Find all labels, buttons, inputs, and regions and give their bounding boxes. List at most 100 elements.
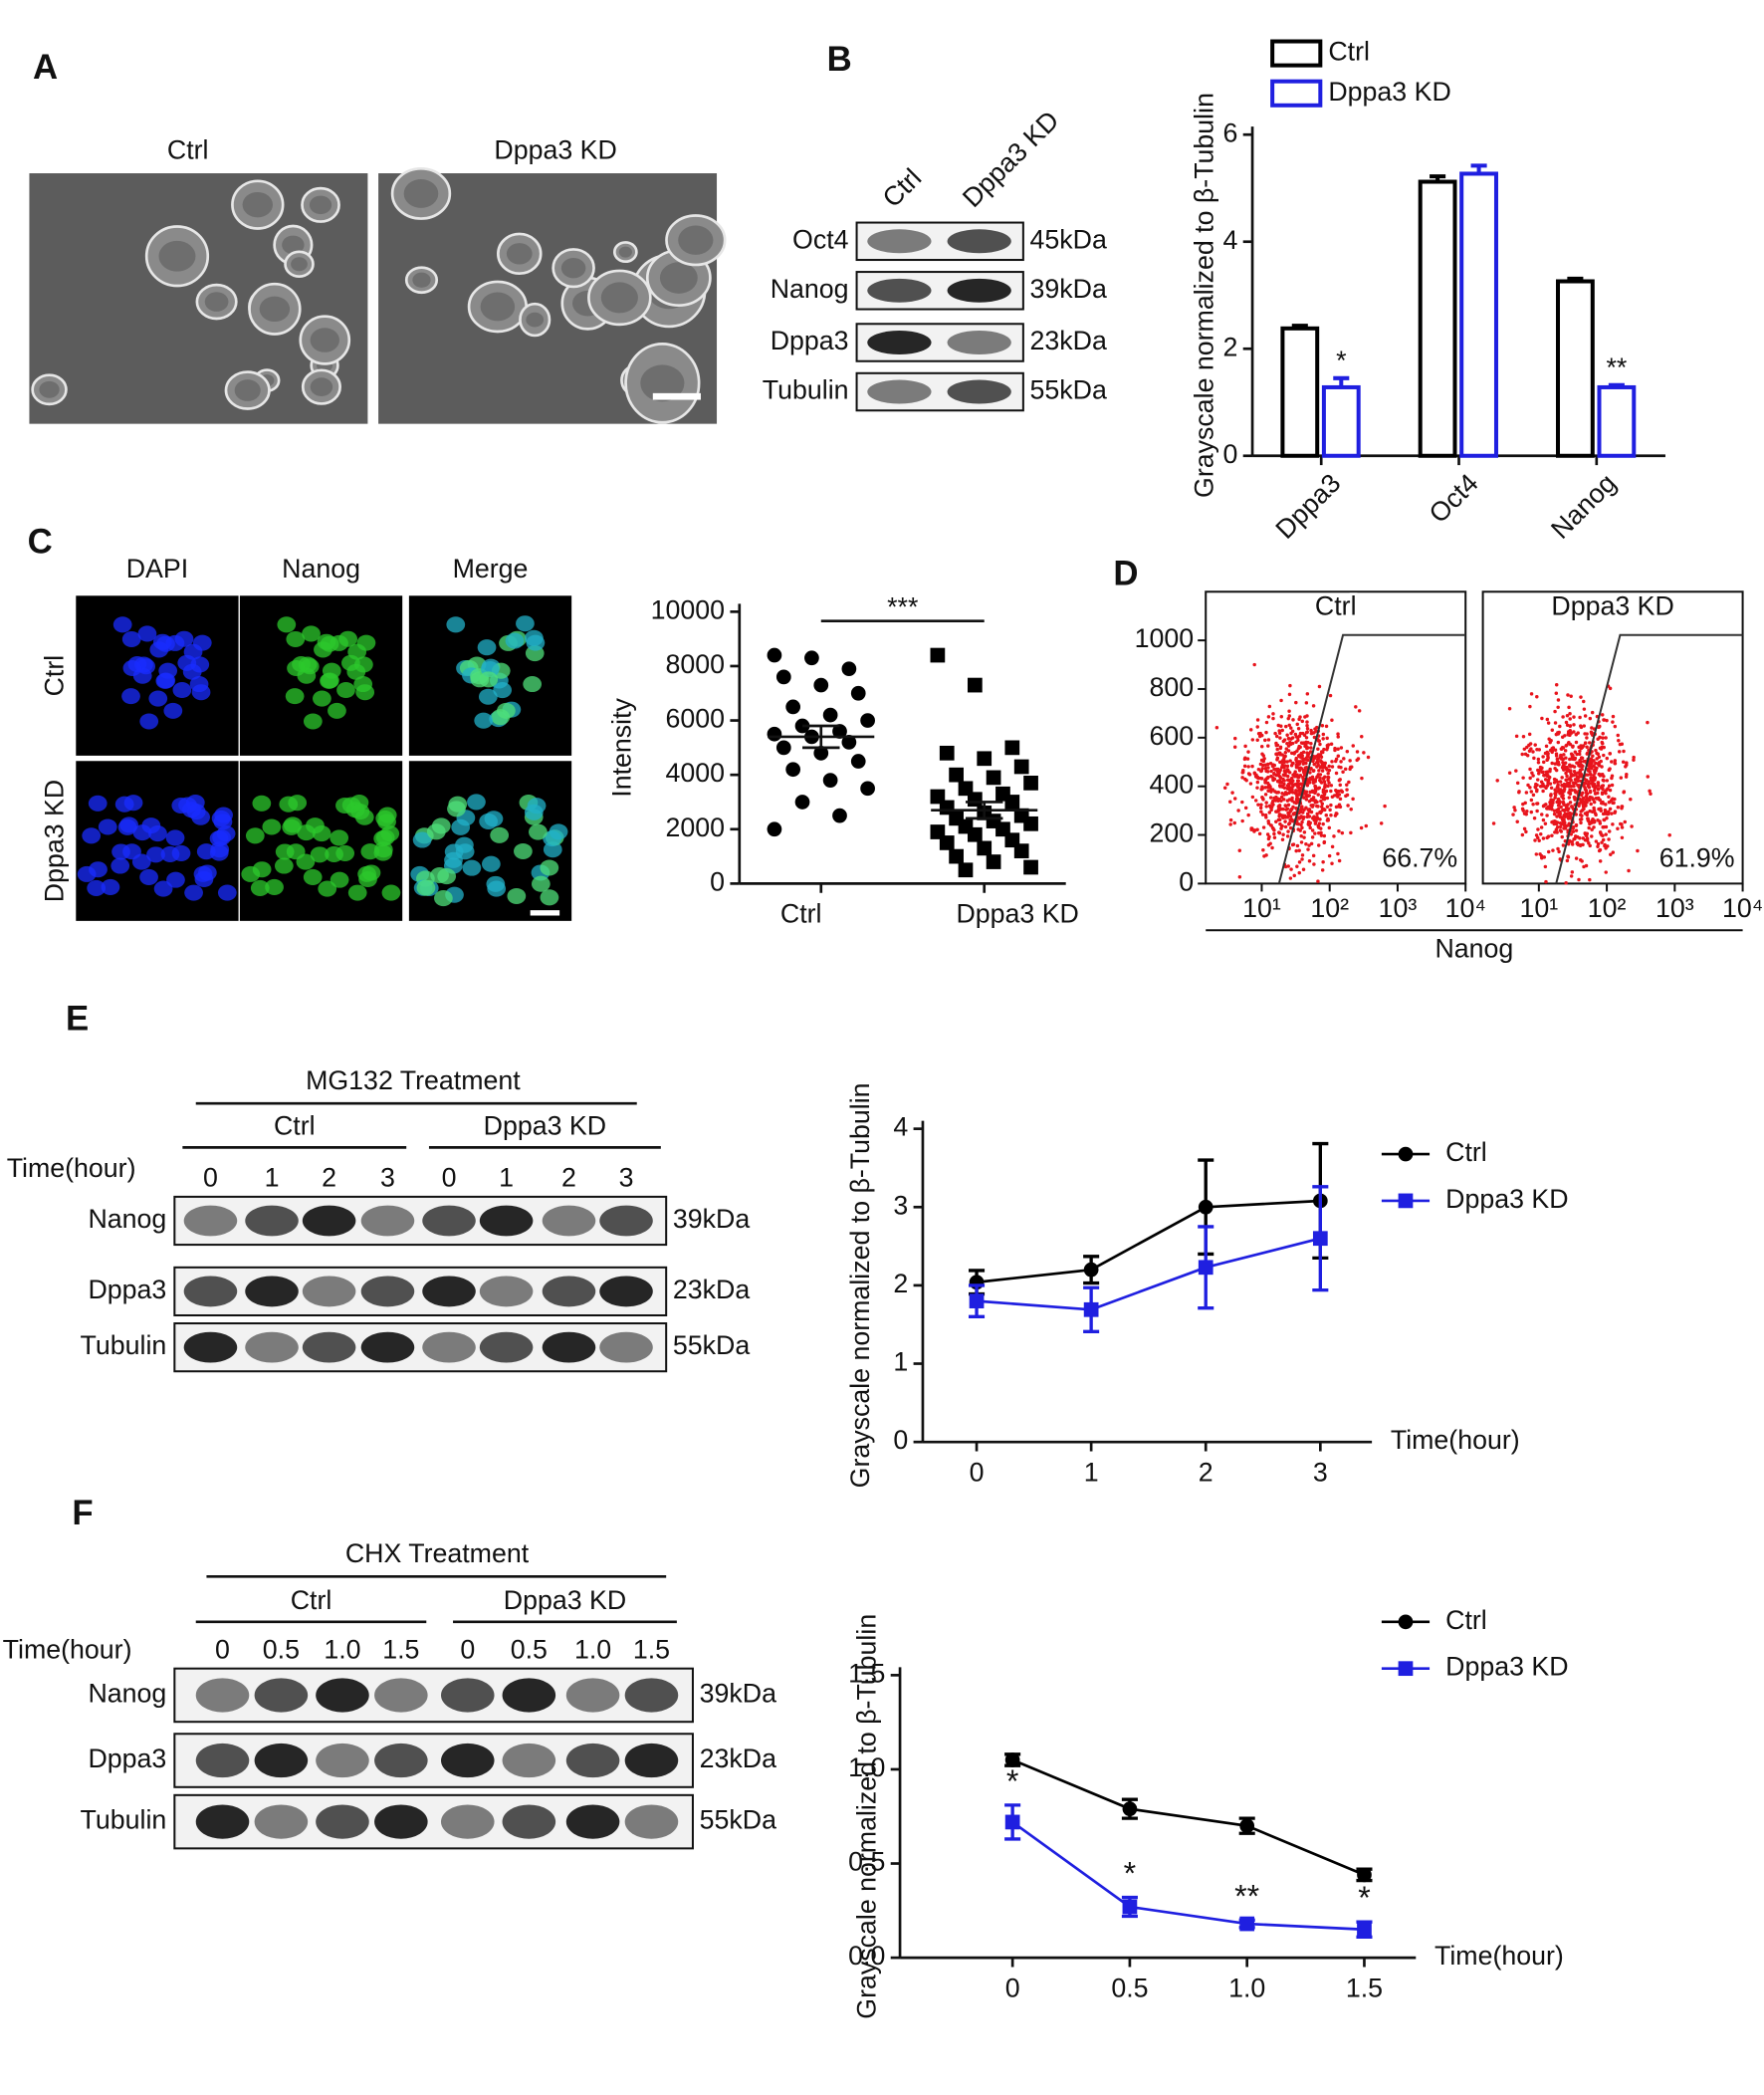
event-dot xyxy=(1317,684,1322,689)
event-dot xyxy=(1557,849,1561,854)
event-dot xyxy=(1237,874,1242,879)
event-dot xyxy=(1300,719,1305,724)
band xyxy=(245,1205,299,1237)
event-dot xyxy=(1274,734,1279,739)
event-dot xyxy=(1560,817,1565,822)
event-dot xyxy=(1294,821,1299,826)
event-dot xyxy=(1248,782,1253,786)
nucleus xyxy=(474,712,494,729)
colony-core xyxy=(618,246,632,258)
event-dot xyxy=(1525,753,1530,758)
event-dot xyxy=(1266,715,1271,719)
event-dot xyxy=(1301,815,1306,819)
event-dot xyxy=(1594,839,1599,843)
event-dot xyxy=(1269,805,1274,810)
event-dot xyxy=(1596,841,1601,846)
marker xyxy=(1023,775,1038,791)
band xyxy=(254,1678,309,1713)
nucleus xyxy=(338,630,357,647)
marker xyxy=(1122,1801,1138,1817)
event-dot xyxy=(1584,789,1589,793)
event-dot xyxy=(1588,795,1593,800)
event-dot xyxy=(1286,716,1291,721)
y-axis-label: Grayscale normalized to β-Tubulin xyxy=(845,1082,875,1488)
event-dot xyxy=(1255,827,1259,831)
band xyxy=(316,1804,369,1839)
event-dot xyxy=(1302,830,1307,834)
event-dot xyxy=(1540,716,1544,721)
event-dot xyxy=(1288,815,1293,818)
event-dot xyxy=(1325,796,1330,801)
lane-label: 1 xyxy=(499,1163,514,1193)
event-dot xyxy=(1582,724,1586,728)
event-dot xyxy=(1607,837,1611,841)
event-dot xyxy=(1573,778,1578,782)
event-dot xyxy=(1274,819,1278,823)
nucleus xyxy=(172,681,192,699)
event-dot xyxy=(1285,742,1289,746)
event-dot xyxy=(1264,801,1268,805)
marker xyxy=(1004,740,1020,756)
nucleus xyxy=(373,844,393,861)
event-dot xyxy=(1228,800,1232,804)
event-dot xyxy=(1267,783,1271,787)
event-dot xyxy=(1545,771,1549,775)
event-dot xyxy=(1283,864,1288,869)
y-axis-label: Grayscale normalized to β-Tubulin xyxy=(1189,93,1218,498)
event-dot xyxy=(1243,777,1247,782)
colony-core xyxy=(282,235,305,255)
event-dot xyxy=(1308,825,1312,830)
nucleus xyxy=(87,879,107,896)
event-dot xyxy=(1326,784,1330,789)
event-dot xyxy=(1333,748,1337,753)
event-dot xyxy=(1592,775,1596,780)
event-dot xyxy=(1601,812,1606,816)
event-dot xyxy=(1297,793,1301,797)
colony-core xyxy=(310,328,339,352)
event-dot xyxy=(1541,782,1545,787)
event-dot xyxy=(1582,699,1586,704)
lane-label: 0.5 xyxy=(511,1634,548,1664)
event-dot xyxy=(1364,823,1369,828)
event-dot xyxy=(1555,790,1560,794)
nucleus xyxy=(373,830,393,847)
protein-label: Nanog xyxy=(88,1679,166,1709)
event-dot xyxy=(1269,808,1273,813)
y-tick-label: 4 xyxy=(1222,225,1237,255)
event-dot xyxy=(1280,814,1285,817)
panel-label: E xyxy=(66,1000,89,1038)
colony-core xyxy=(310,377,333,396)
band xyxy=(599,1331,653,1363)
lane-label: 1.0 xyxy=(574,1634,611,1664)
significance: * xyxy=(1358,1880,1371,1916)
event-dot xyxy=(1284,769,1289,773)
event-dot xyxy=(1310,828,1315,832)
event-dot xyxy=(1305,692,1310,696)
size-label: 55kDa xyxy=(673,1330,750,1360)
event-dot xyxy=(1629,798,1633,802)
event-dot xyxy=(1277,830,1281,834)
event-dot xyxy=(1599,831,1603,835)
event-dot xyxy=(1278,768,1282,773)
event-dot xyxy=(1264,769,1268,774)
event-dot xyxy=(1322,797,1327,802)
x-tick-label: Dppa3 KD xyxy=(956,899,1078,929)
event-dot xyxy=(1351,797,1355,802)
lane-label: 1.0 xyxy=(324,1634,360,1664)
event-dot xyxy=(1586,769,1591,773)
event-dot xyxy=(1284,808,1288,812)
marker xyxy=(1083,1301,1099,1317)
event-dot xyxy=(1275,747,1279,752)
event-dot xyxy=(1559,829,1564,833)
event-dot xyxy=(1273,731,1277,736)
event-dot xyxy=(1541,760,1546,765)
event-dot xyxy=(1591,817,1595,821)
event-dot xyxy=(1264,805,1268,809)
event-dot xyxy=(1543,821,1548,825)
event-dot xyxy=(1611,797,1615,802)
event-dot xyxy=(1567,821,1572,825)
event-dot xyxy=(1268,841,1272,846)
plot-frame xyxy=(1205,590,1467,885)
x-tick-label: 10³ xyxy=(1655,893,1694,923)
event-dot xyxy=(1568,724,1573,728)
